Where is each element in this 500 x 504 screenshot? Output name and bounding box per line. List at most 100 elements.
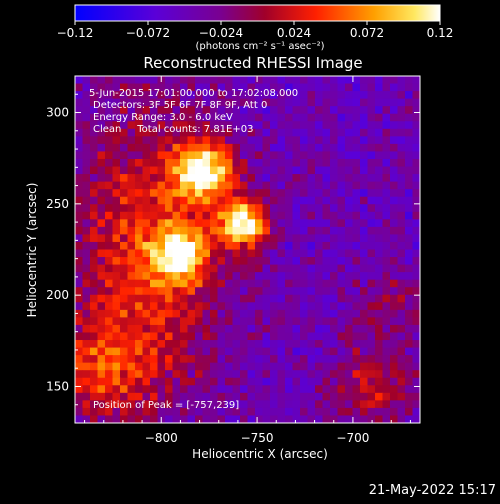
heatmap-cell: [390, 347, 399, 356]
heatmap-cell: [277, 91, 286, 100]
heatmap-cell: [217, 158, 226, 168]
heatmap-cell: [382, 362, 391, 371]
heatmap-cell: [345, 264, 354, 273]
heatmap-cell: [375, 234, 384, 243]
heatmap-cell: [292, 211, 301, 220]
heatmap-cell: [180, 400, 189, 409]
heatmap-cell: [82, 332, 91, 341]
heatmap-cell: [142, 113, 151, 122]
heatmap-cell: [367, 234, 376, 243]
heatmap-cell: [90, 174, 99, 183]
heatmap-cell: [412, 392, 420, 401]
heatmap-cell: [255, 106, 264, 115]
heatmap-cell: [82, 83, 91, 92]
heatmap-cell: [90, 249, 99, 258]
heatmap-cell: [270, 272, 279, 281]
heatmap-cell: [262, 204, 271, 213]
heatmap-cell: [97, 317, 106, 326]
heatmap-cell: [255, 226, 264, 236]
heatmap-cell: [157, 400, 166, 409]
heatmap-cell: [307, 83, 316, 92]
heatmap-cell: [150, 347, 159, 356]
heatmap-cell: [360, 211, 369, 220]
heatmap-cell: [172, 91, 181, 100]
heatmap-cell: [97, 151, 106, 160]
heatmap-cell: [202, 91, 211, 100]
heatmap-cell: [352, 385, 361, 394]
x-tick-label: −800: [145, 431, 178, 445]
heatmap-cell: [375, 264, 384, 273]
heatmap-cell: [202, 272, 211, 281]
heatmap-cell: [337, 166, 346, 175]
heatmap-cell: [142, 362, 151, 371]
heatmap-cell: [210, 362, 219, 371]
heatmap-cell: [75, 113, 84, 122]
heatmap-cell: [75, 136, 84, 145]
heatmap-cell: [187, 287, 196, 296]
heatmap-cell: [322, 317, 331, 326]
heatmap-cell: [375, 174, 384, 183]
heatmap-cell: [307, 309, 316, 318]
heatmap-cell: [112, 189, 121, 198]
heatmap-cell: [90, 279, 99, 288]
heatmap-cell: [97, 106, 106, 115]
heatmap-cell: [232, 249, 241, 258]
heatmap-cell: [382, 98, 391, 107]
heatmap-cell: [105, 272, 114, 281]
heatmap-cell: [225, 362, 234, 371]
heatmap-cell: [82, 196, 91, 205]
heatmap-cell: [277, 272, 286, 281]
heatmap-cell: [97, 174, 106, 183]
heatmap-cell: [412, 249, 420, 258]
heatmap-cell: [322, 324, 331, 334]
annotation-clean-counts: Clean Total counts: 7.81E+03: [93, 124, 253, 135]
heatmap-cell: [315, 400, 324, 409]
heatmap-cell: [375, 226, 384, 236]
heatmap-cell: [75, 324, 84, 334]
heatmap-cell: [195, 362, 204, 371]
heatmap-cell: [150, 257, 159, 266]
heatmap-cell: [135, 347, 144, 356]
heatmap-cell: [360, 241, 369, 251]
heatmap-cell: [195, 415, 204, 423]
heatmap-cell: [120, 400, 129, 409]
heatmap-cell: [180, 309, 189, 318]
heatmap-cell: [390, 362, 399, 371]
heatmap-cell: [382, 272, 391, 281]
heatmap-cell: [270, 143, 279, 153]
heatmap-cell: [277, 158, 286, 168]
heatmap-cell: [300, 98, 309, 107]
heatmap-cell: [345, 219, 354, 228]
heatmap-cell: [397, 83, 406, 92]
heatmap-cell: [157, 143, 166, 153]
heatmap-cell: [412, 264, 420, 273]
heatmap-cell: [157, 309, 166, 318]
heatmap-cell: [367, 113, 376, 122]
heatmap-cell: [390, 377, 399, 386]
heatmap-cell: [277, 174, 286, 183]
heatmap-cell: [315, 415, 324, 423]
heatmap-cell: [322, 181, 331, 190]
heatmap-cell: [232, 257, 241, 266]
heatmap-cell: [240, 189, 249, 198]
heatmap-cell: [375, 317, 384, 326]
heatmap-cell: [112, 340, 121, 349]
heatmap-cell: [285, 76, 294, 85]
heatmap-cell: [255, 294, 264, 303]
heatmap-cell: [307, 91, 316, 100]
heatmap-cell: [367, 400, 376, 409]
heatmap-cell: [165, 385, 174, 394]
heatmap-cell: [337, 136, 346, 145]
heatmap-cell: [337, 294, 346, 303]
heatmap-cell: [150, 362, 159, 371]
heatmap-cell: [172, 355, 181, 364]
heatmap-cell: [382, 385, 391, 394]
heatmap-cell: [330, 317, 339, 326]
heatmap-cell: [382, 166, 391, 175]
heatmap-cell: [187, 226, 196, 236]
heatmap-cell: [390, 151, 399, 160]
heatmap-cell: [337, 279, 346, 288]
heatmap-cell: [285, 332, 294, 341]
heatmap-cell: [150, 204, 159, 213]
